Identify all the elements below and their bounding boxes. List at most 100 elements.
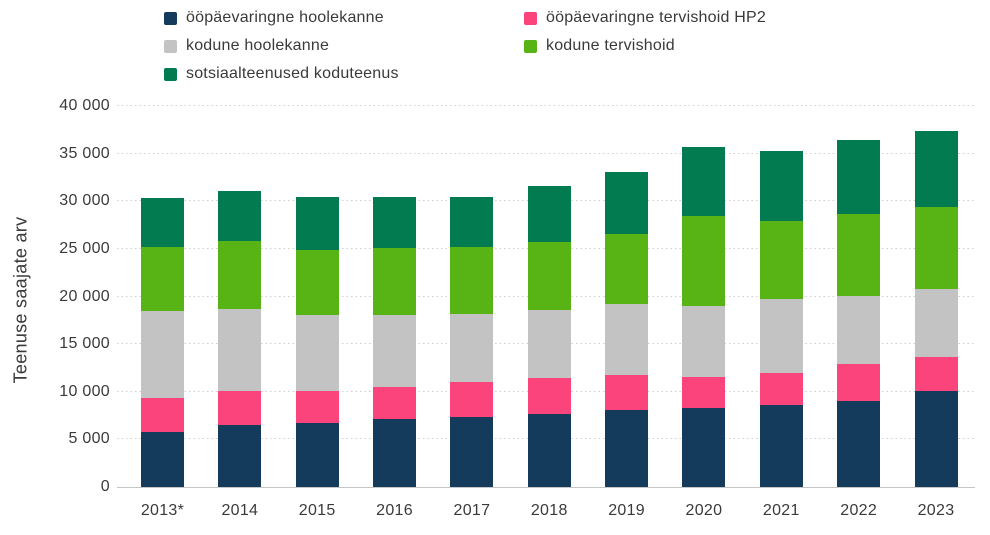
bar-segment-series-3 (914, 207, 958, 289)
y-tick-label: 35 000 (59, 144, 110, 162)
bar-segment-series-2 (450, 313, 494, 383)
bar-2020 (682, 146, 726, 487)
bar-segment-series-1 (759, 372, 803, 406)
bar-segment-series-1 (527, 378, 571, 414)
bar-2023 (914, 130, 958, 487)
bar-segment-series-1 (914, 357, 958, 391)
bar-segment-series-0 (141, 431, 184, 487)
x-tick-label: 2020 (685, 502, 723, 519)
bar-segment-series-4 (682, 146, 726, 216)
bar-segment-series-0 (682, 407, 726, 487)
x-axis: 2013* 2014 2015 2016 2017 2018 2019 2020 2021 202… (117, 501, 975, 525)
y-tick-label: 20 000 (59, 287, 110, 305)
legend-item-3: kodune tervishoid (524, 34, 766, 58)
bar-segment-series-3 (141, 247, 184, 311)
bar-segment-series-0 (218, 425, 262, 487)
bar-segment-series-4 (141, 198, 184, 247)
bar-segment-series-0 (295, 423, 339, 487)
y-tick-label: 15 000 (59, 335, 110, 353)
plot-area (117, 105, 975, 488)
legend-swatch-icon (164, 39, 177, 53)
bar-segment-series-1 (295, 390, 339, 424)
bar-segment-series-4 (837, 140, 881, 214)
bar-segment-series-3 (373, 247, 417, 315)
bar-segment-series-4 (373, 197, 417, 248)
bar-segment-series-4 (218, 190, 262, 242)
bar-segment-series-2 (218, 308, 262, 391)
bar-segment-series-2 (837, 295, 881, 365)
legend-swatch-icon (524, 11, 537, 25)
y-tick-label: 30 000 (59, 192, 110, 210)
bar-2019 (605, 171, 649, 487)
y-tick-label: 0 (100, 478, 110, 495)
legend-swatch-icon (524, 39, 537, 53)
y-tick-label: 25 000 (59, 239, 110, 257)
x-tick-label: 2023 (917, 502, 955, 519)
bar-segment-series-4 (527, 186, 571, 243)
bar-segment-series-0 (837, 401, 881, 487)
x-tick-label: 2014 (221, 502, 259, 519)
legend-label: kodune tervishoid (546, 37, 675, 54)
bar-segment-series-3 (837, 213, 881, 296)
bar-segment-series-0 (373, 419, 417, 487)
bar-2013 (141, 198, 184, 487)
bar-segment-series-3 (218, 241, 262, 309)
bar-segment-series-4 (914, 130, 958, 207)
y-tick-label: 5 000 (68, 430, 110, 448)
bar-segment-series-2 (141, 310, 184, 399)
bar-segment-series-2 (759, 299, 803, 373)
bar-segment-series-4 (605, 171, 649, 234)
bar-segment-series-0 (450, 417, 494, 487)
x-tick-label: 2019 (608, 502, 645, 519)
y-axis: 0 5 000 10 000 15 000 20 000 25 000 30 000 35 0… (0, 97, 110, 495)
bar-segment-series-3 (450, 246, 494, 314)
bar-2021 (759, 150, 803, 487)
bar-segment-series-3 (759, 221, 803, 300)
bar-segment-series-0 (605, 409, 649, 487)
legend: ööpäevaringne hoolekanne ööpäevaringne te… (164, 6, 766, 86)
legend-item-0: ööpäevaringne hoolekanne (164, 6, 524, 30)
legend-swatch-icon (164, 11, 177, 25)
bar-segment-series-1 (218, 390, 262, 426)
x-tick-label: 2021 (762, 502, 800, 519)
bar-2017 (450, 196, 494, 487)
bar-segment-series-1 (373, 387, 417, 420)
bar-segment-series-2 (605, 304, 649, 375)
bar-segment-series-1 (605, 374, 649, 410)
bar-segment-series-2 (682, 306, 726, 377)
legend-label: kodune hoolekanne (186, 37, 330, 54)
bar-2018 (527, 186, 571, 487)
bar-segment-series-1 (450, 382, 494, 418)
bar-2016 (373, 197, 417, 487)
x-tick-label: 2013* (140, 502, 185, 519)
bar-segment-series-1 (837, 364, 881, 402)
x-tick-label: 2016 (376, 502, 413, 519)
bar-segment-series-2 (295, 314, 339, 391)
bar-segment-series-4 (450, 196, 494, 247)
legend-label: ööpäevaringne tervishoid HP2 (546, 9, 766, 26)
legend-label: ööpäevaringne hoolekanne (186, 9, 384, 26)
bar-segment-series-2 (914, 288, 958, 358)
y-tick-label: 40 000 (59, 97, 110, 114)
bar-segment-series-0 (759, 405, 803, 487)
bar-2014 (218, 190, 262, 487)
bar-segment-series-4 (759, 150, 803, 222)
bar-segment-series-0 (527, 413, 571, 487)
bar-segment-series-1 (141, 398, 184, 432)
legend-item-2: kodune hoolekanne (164, 34, 524, 58)
x-axis-line (117, 487, 975, 488)
bar-segment-series-3 (295, 249, 339, 315)
x-tick-label: 2015 (298, 502, 336, 519)
legend-item-4: sotsiaalteenused koduteenus (164, 62, 524, 86)
gridline-35000 (117, 152, 975, 154)
bar-segment-series-3 (605, 233, 649, 305)
bar-segment-series-2 (373, 314, 417, 387)
legend-item-1: ööpäevaringne tervishoid HP2 (524, 6, 766, 30)
bar-segment-series-4 (295, 197, 339, 250)
bar-segment-series-1 (682, 376, 726, 408)
bar-segment-series-3 (527, 242, 571, 310)
y-tick-label: 10 000 (59, 382, 110, 400)
gridline-40000 (117, 105, 975, 106)
bar-segment-series-0 (914, 390, 958, 487)
